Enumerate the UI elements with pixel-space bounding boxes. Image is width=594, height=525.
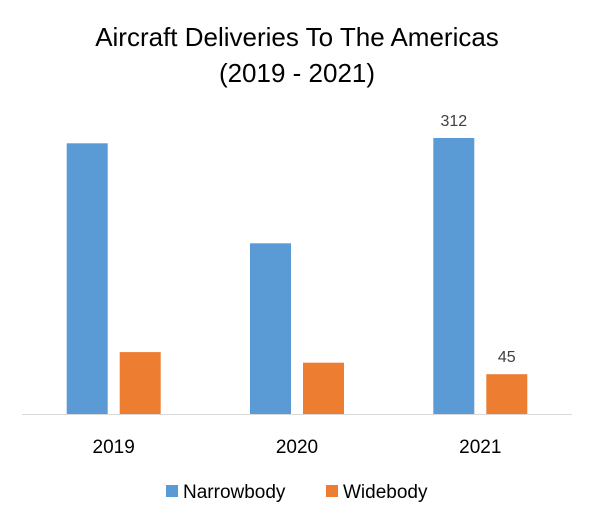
x-tick-label-2021: 2021 [459, 437, 501, 458]
x-axis-ticks: 2019 2020 2021 [93, 437, 502, 458]
bar-narrowbody-2020 [250, 243, 291, 414]
bar-widebody-2019 [119, 352, 161, 414]
legend-swatch-widebody [326, 485, 338, 497]
x-tick-label-2019: 2019 [93, 437, 135, 458]
chart-title: Aircraft Deliveries To The Americas [95, 22, 499, 52]
chart-subtitle: (2019 - 2021) [219, 58, 375, 88]
data-label-widebody-2021: 45 [498, 349, 516, 366]
bar-narrowbody-2021 [433, 138, 475, 414]
bar-widebody-2020 [303, 362, 344, 414]
x-tick-label-2020: 2020 [276, 437, 318, 458]
bar-narrowbody-2019 [66, 143, 108, 415]
data-labels-layer: 312 45 [440, 113, 515, 366]
legend-label-widebody: Widebody [343, 482, 428, 503]
legend-label-narrowbody: Narrowbody [183, 482, 286, 503]
data-label-narrowbody-2021: 312 [440, 113, 467, 130]
bar-widebody-2021 [486, 374, 528, 414]
legend: Narrowbody Widebody [166, 482, 428, 503]
legend-swatch-narrowbody [166, 485, 178, 497]
bars-layer [66, 138, 528, 415]
